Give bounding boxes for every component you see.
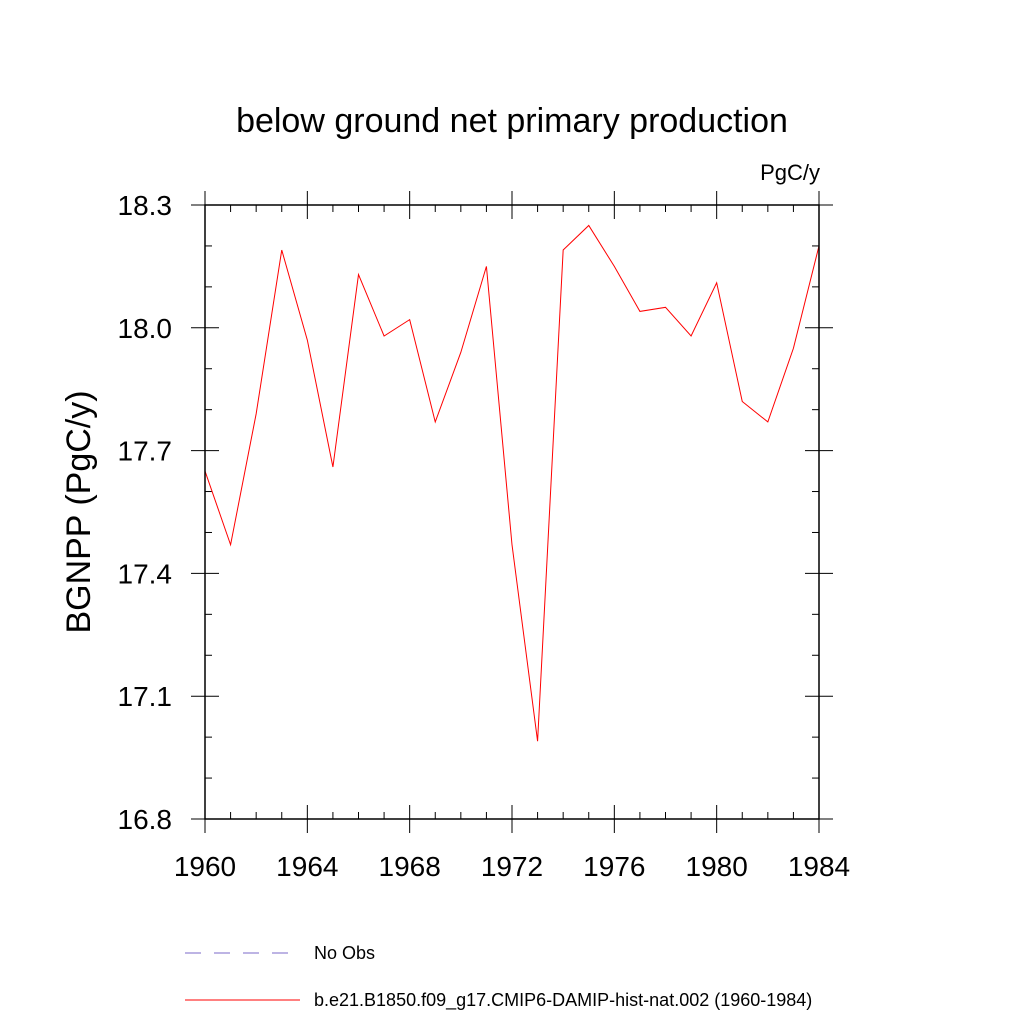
legend: No Obs b.e21.B1850.f09_g17.CMIP6-DAMIP-h… (185, 943, 812, 1011)
legend-label-model: b.e21.B1850.f09_g17.CMIP6-DAMIP-hist-nat… (314, 990, 812, 1011)
x-tick-label: 1960 (174, 851, 236, 882)
y-tick-label: 18.0 (118, 313, 173, 344)
y-tick-label: 16.8 (118, 804, 173, 835)
legend-label-no-obs: No Obs (314, 943, 375, 963)
x-tick-label: 1972 (481, 851, 543, 882)
series-line (204, 224, 820, 742)
units-label: PgC/y (760, 160, 820, 185)
y-tick-label: 18.3 (118, 190, 173, 221)
plot-frame (204, 204, 820, 820)
y-axis-label: BGNPP (PgC/y) (60, 390, 98, 633)
x-tick-label: 1980 (686, 851, 748, 882)
y-tick-label: 17.4 (118, 558, 173, 589)
x-tick-label: 1984 (788, 851, 850, 882)
y-tick-label: 17.7 (118, 436, 173, 467)
x-tick-label: 1964 (276, 851, 338, 882)
x-tick-label: 1968 (379, 851, 441, 882)
series-lines (204, 224, 820, 742)
chart-title: below ground net primary production (236, 102, 788, 140)
x-tick-label: 1976 (583, 851, 645, 882)
axis-tick-labels: 1960 1964 1968 1972 1976 1980 1984 16.8 17.1 17.4… (118, 190, 851, 882)
axis-ticks (191, 191, 833, 833)
y-tick-label: 17.1 (118, 681, 173, 712)
